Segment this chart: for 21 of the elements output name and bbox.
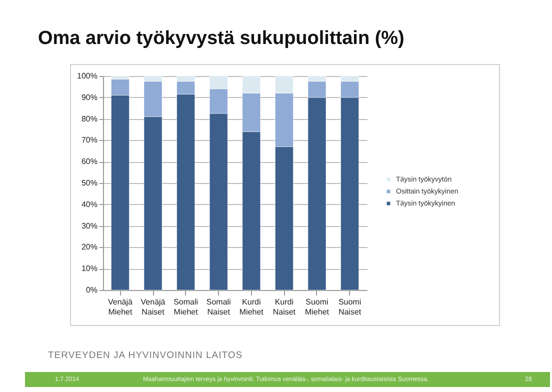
y-tick-label: 30% bbox=[81, 221, 98, 230]
y-tick-label: 100% bbox=[77, 72, 98, 80]
y-tick-label: 20% bbox=[81, 242, 98, 252]
y-tick-label: 0% bbox=[86, 286, 98, 294]
x-tick-label: Venäjä Naiset bbox=[140, 298, 166, 316]
y-tick-label: 70% bbox=[81, 136, 98, 145]
x-tick-label: Kurdi Miehet bbox=[239, 298, 264, 316]
y-tick-label: 90% bbox=[81, 92, 98, 102]
x-tick-label: Venäjä Miehet bbox=[108, 298, 134, 316]
y-tick-label: 60% bbox=[81, 157, 98, 166]
y-tick-label: 80% bbox=[81, 114, 98, 124]
text: TERVEYDEN JA HYVINVOINNIN LAITOS bbox=[48, 350, 243, 361]
x-tick-label: Somali Miehet bbox=[174, 298, 199, 316]
y-tick-label: 50% bbox=[81, 178, 98, 188]
y-tick-label: 40% bbox=[81, 200, 98, 209]
x-tick-label: Suomi Naiset bbox=[338, 298, 362, 316]
x-tick-label: Suomi Miehet bbox=[304, 298, 330, 316]
x-tick-label: Somali Naiset bbox=[206, 298, 232, 316]
chart-title: Oma arvio työkyvystä sukupuolittain (%) bbox=[38, 28, 404, 50]
y-tick-label: 10% bbox=[81, 264, 98, 274]
x-tick-label: Kurdi Naiset bbox=[272, 298, 296, 316]
